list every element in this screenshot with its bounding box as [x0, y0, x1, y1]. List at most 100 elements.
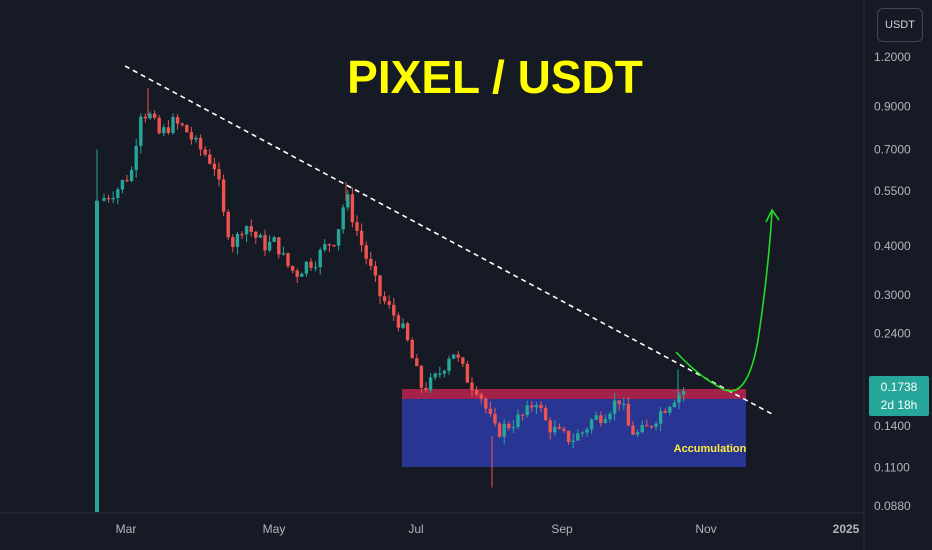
y-tick-label: 0.2400 — [874, 327, 911, 341]
candle-body — [520, 414, 525, 416]
candle-body — [304, 261, 309, 274]
candle-body — [111, 198, 115, 200]
candle-body — [102, 198, 106, 201]
candle-body — [465, 363, 470, 383]
current-price-value: 0.1738 — [881, 380, 918, 394]
candle-body — [474, 390, 479, 395]
candle-body — [180, 123, 184, 126]
candle-body — [645, 425, 649, 427]
candle-body — [198, 137, 203, 150]
candle-body — [401, 323, 405, 328]
candle-body — [309, 261, 313, 268]
y-tick-label: 0.0880 — [874, 499, 911, 513]
candle-body — [244, 226, 249, 235]
candle-body — [548, 420, 552, 433]
candle-body — [148, 113, 152, 119]
candle-body — [203, 149, 207, 155]
candle-body — [240, 234, 244, 236]
candle-body — [622, 403, 626, 406]
y-tick-label: 0.3000 — [874, 288, 911, 302]
candle-body — [249, 226, 253, 232]
candle-body — [116, 189, 120, 198]
y-tick-label: 0.5500 — [874, 184, 911, 198]
y-tick-label: 0.1400 — [874, 419, 911, 433]
time-axis[interactable]: Mar May Jul Sep Nov 2025 — [116, 522, 860, 536]
candle-countdown: 2d 18h — [881, 398, 918, 412]
candle-body — [336, 229, 341, 246]
candle-body — [612, 400, 617, 414]
candle-body — [355, 222, 359, 231]
y-tick-label: 0.4000 — [874, 239, 911, 253]
candle-body — [442, 370, 447, 374]
candle-body — [428, 377, 433, 391]
candle-body — [525, 405, 529, 415]
candle-body — [451, 354, 456, 359]
candle-body — [677, 394, 681, 403]
candle-body — [488, 408, 493, 414]
candle-body — [424, 387, 428, 391]
candle-body — [553, 426, 557, 433]
candle-body — [608, 413, 612, 420]
price-axis[interactable]: 1.2000 0.9000 0.7000 0.5500 0.4000 0.3000 0.24… — [874, 50, 911, 513]
y-tick-label: 0.9000 — [874, 99, 911, 113]
candle-body — [530, 405, 534, 408]
candle-body — [281, 253, 286, 255]
candle-body — [341, 207, 345, 230]
candle-body — [470, 382, 474, 390]
candle-body — [585, 429, 589, 433]
candle-body — [318, 249, 322, 268]
candle-body — [194, 137, 198, 140]
candle-body — [313, 267, 318, 269]
candle-body — [672, 402, 677, 408]
candle-body — [258, 235, 263, 238]
chart-title: PIXEL / USDT — [347, 51, 643, 103]
x-tick-label: Sep — [551, 522, 573, 536]
candle-body — [640, 425, 644, 433]
candle-body — [346, 194, 350, 208]
candle-body — [433, 373, 437, 378]
candle-body — [461, 357, 465, 364]
candle-body — [566, 430, 571, 442]
candle-body — [534, 405, 539, 408]
candle-body — [493, 413, 497, 424]
candle-body — [497, 423, 502, 437]
candle-body — [350, 194, 355, 223]
projection-arrow-icon — [765, 208, 780, 223]
candles-group — [95, 88, 686, 512]
x-tick-label: Nov — [695, 522, 716, 536]
candle-body — [543, 408, 548, 421]
candle-body — [617, 400, 621, 404]
current-price-tag: 0.1738 2d 18h — [869, 376, 929, 416]
x-tick-label: Mar — [116, 522, 137, 536]
candle-body — [125, 180, 129, 182]
candle-body — [576, 433, 580, 441]
candle-body — [106, 198, 111, 200]
candle-body — [447, 358, 451, 371]
candle-body — [272, 237, 276, 242]
candle-body — [185, 125, 189, 133]
downtrend-line — [124, 65, 773, 415]
candle-body — [157, 117, 161, 134]
candle-body — [502, 423, 506, 437]
accumulation-label: Accumulation — [674, 443, 747, 455]
candle-body — [152, 113, 157, 118]
candle-body — [166, 127, 171, 133]
currency-button[interactable]: USDT — [877, 8, 923, 42]
candle-body — [382, 296, 387, 302]
x-tick-label: Jul — [408, 522, 423, 536]
candle-body — [364, 245, 368, 259]
candle-body — [405, 323, 410, 341]
candle-body — [626, 403, 631, 426]
candle-body — [649, 426, 654, 428]
candle-body — [162, 127, 166, 134]
candle-body — [134, 146, 138, 171]
y-tick-label: 0.1100 — [874, 461, 910, 475]
candle-body — [635, 432, 640, 435]
candle-body — [594, 415, 598, 420]
candle-body — [323, 244, 327, 250]
candle-body — [580, 432, 585, 434]
candle-body — [267, 241, 272, 251]
candle-body — [571, 440, 575, 443]
